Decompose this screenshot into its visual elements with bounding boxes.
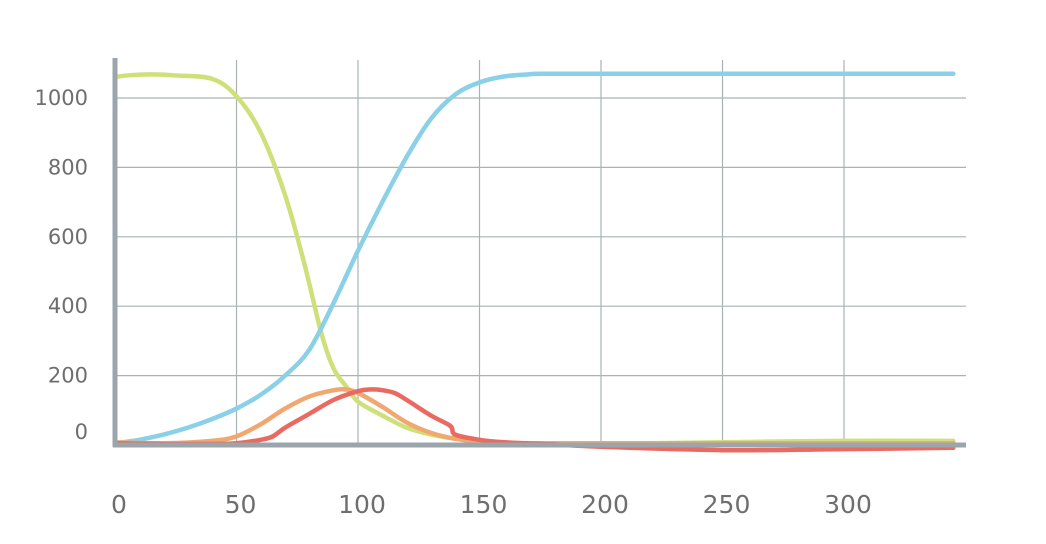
y-tick-label-1000: 1000 [35,86,88,110]
x-tick-label-300: 300 [824,490,872,519]
y-tick-label-600: 600 [48,225,88,249]
y-tick-label-400: 400 [48,294,88,318]
series-line-2 [112,71,956,446]
series-line-1 [112,72,956,447]
y-tick-label-0: 0 [75,420,88,444]
series-layer [112,71,956,453]
y-tick-label-800: 800 [48,155,88,179]
series-line-3 [112,386,956,446]
grid [115,60,966,445]
tick-labels: 0 200 400 600 800 1000 0 50 100 150 200 250 300 [35,86,872,519]
x-tick-label-100: 100 [338,490,386,519]
y-tick-label-200: 200 [48,364,88,388]
x-tick-label-50: 50 [225,490,257,519]
x-tick-label-250: 250 [703,490,751,519]
x-tick-label-0: 0 [111,490,127,519]
x-tick-label-150: 150 [460,490,508,519]
axes [112,58,966,448]
x-tick-label-200: 200 [581,490,629,519]
